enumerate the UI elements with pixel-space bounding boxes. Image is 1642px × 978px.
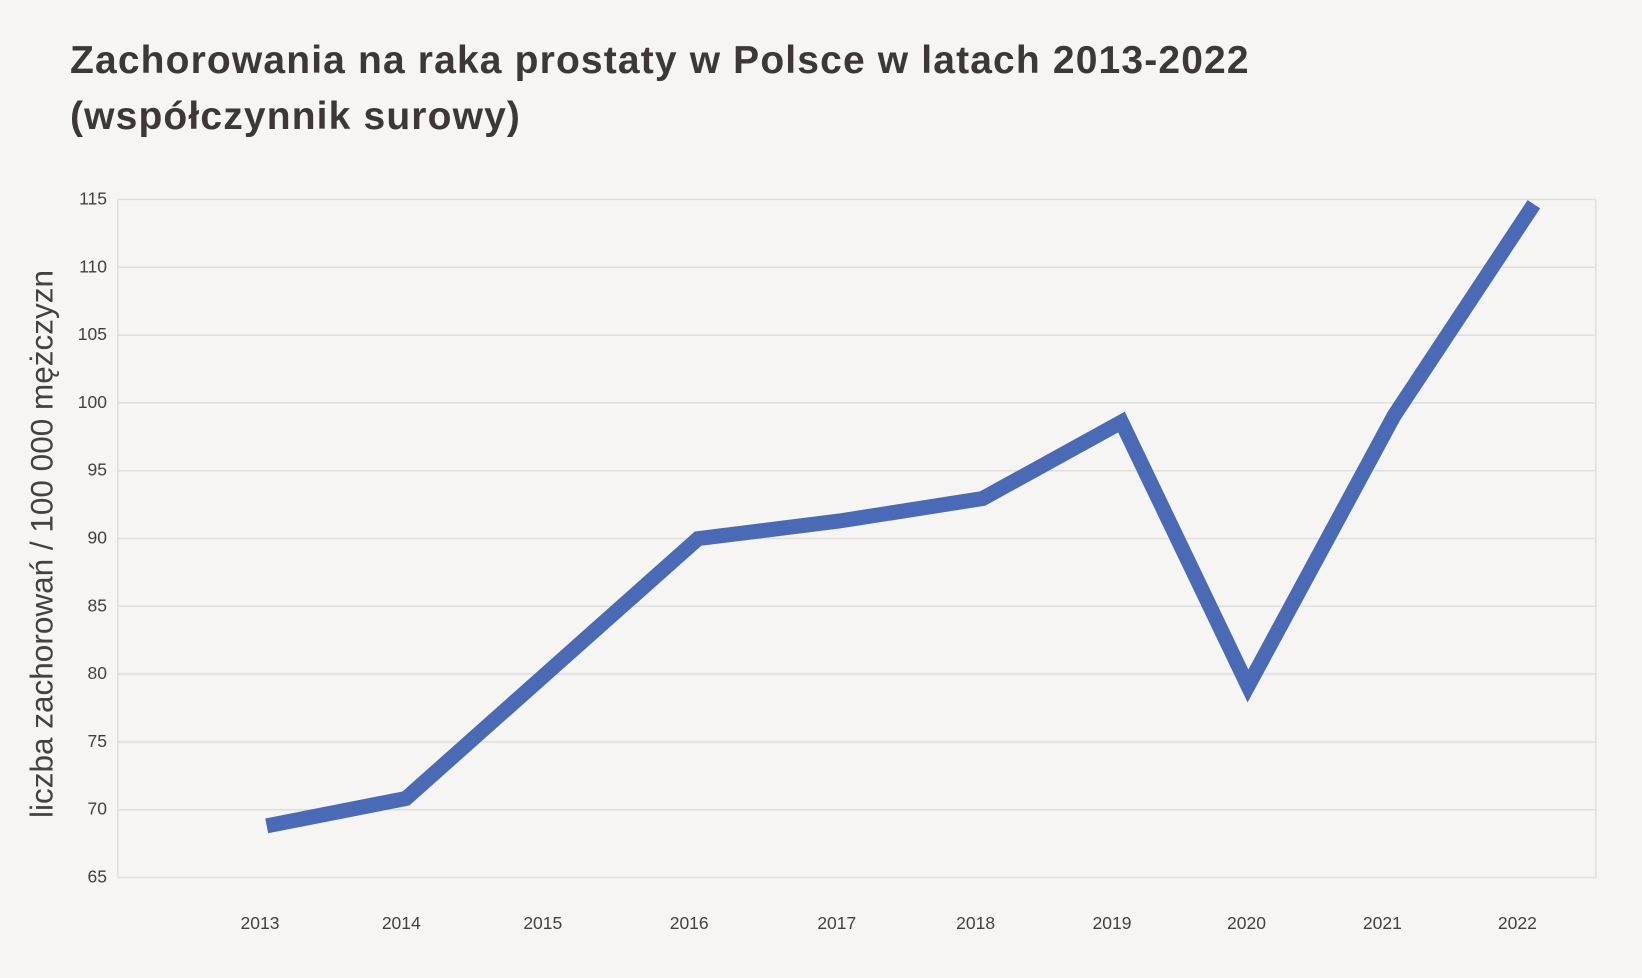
svg-text:2015: 2015 bbox=[523, 913, 562, 933]
svg-text:105: 105 bbox=[78, 324, 107, 344]
svg-text:2013: 2013 bbox=[241, 913, 280, 933]
svg-text:2021: 2021 bbox=[1363, 913, 1402, 933]
svg-text:70: 70 bbox=[88, 799, 108, 819]
svg-text:90: 90 bbox=[88, 528, 108, 548]
svg-text:2016: 2016 bbox=[670, 913, 709, 933]
svg-text:2019: 2019 bbox=[1093, 913, 1132, 933]
svg-text:2018: 2018 bbox=[956, 913, 995, 933]
svg-text:2014: 2014 bbox=[382, 913, 421, 933]
svg-text:110: 110 bbox=[79, 256, 107, 276]
svg-text:liczba zachorowań / 100 000 mę: liczba zachorowań / 100 000 mężczyzn bbox=[24, 270, 60, 818]
svg-text:80: 80 bbox=[88, 663, 108, 683]
svg-text:2020: 2020 bbox=[1227, 913, 1266, 933]
svg-text:100: 100 bbox=[78, 392, 107, 412]
svg-text:2022: 2022 bbox=[1498, 913, 1537, 933]
svg-text:75: 75 bbox=[88, 731, 107, 751]
svg-text:95: 95 bbox=[88, 460, 107, 480]
svg-text:85: 85 bbox=[88, 595, 107, 615]
svg-text:115: 115 bbox=[79, 189, 107, 209]
svg-text:65: 65 bbox=[88, 867, 107, 887]
svg-text:2017: 2017 bbox=[817, 913, 856, 933]
